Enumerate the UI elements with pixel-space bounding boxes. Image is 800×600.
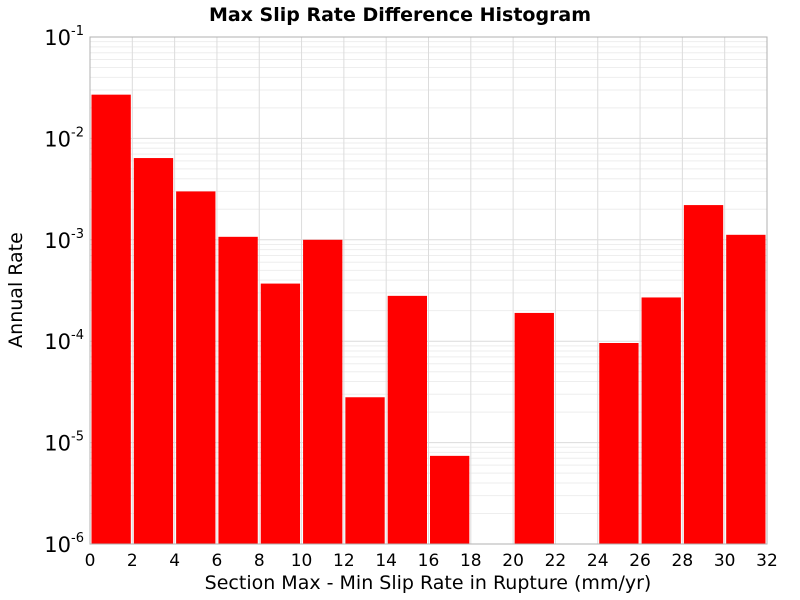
y-tick-label: 10-3 [44,227,84,253]
y-tick-label: 10-4 [44,328,84,354]
bar [133,158,174,544]
x-tick-label: 10 [291,551,313,571]
x-tick-label: 4 [169,551,180,571]
bar [91,94,131,544]
bar [430,455,470,544]
bar [683,205,724,544]
x-tick-label: 14 [375,551,397,571]
x-tick-label: 22 [545,551,567,571]
x-axis-ticks: 0 2 4 6 8 10 12 14 16 18 20 22 24 26 28 30 32 [85,551,778,571]
bar [726,234,766,544]
bar [260,283,301,544]
x-tick-label: 32 [756,551,778,571]
y-tick-label: 10-5 [44,430,84,456]
x-tick-label: 6 [212,551,223,571]
y-tick-label: 10-6 [44,531,84,557]
bar [176,191,216,544]
x-tick-label: 24 [587,551,609,571]
x-tick-label: 30 [714,551,736,571]
bar [345,397,385,544]
bar [303,239,343,545]
x-tick-label: 26 [629,551,651,571]
y-tick-label: 10-1 [44,24,84,50]
y-tick-label: 10-2 [44,125,84,151]
bars [91,94,766,545]
bar [387,295,427,544]
bar [514,312,554,544]
chart-title: Max Slip Rate Difference Histogram [209,4,591,26]
bar [218,236,258,544]
x-tick-label: 20 [502,551,524,571]
x-tick-label: 28 [672,551,694,571]
x-axis-label: Section Max - Min Slip Rate in Rupture (… [205,572,652,594]
x-tick-label: 8 [254,551,265,571]
bar [599,342,639,544]
y-axis-ticks: 10-6 10-5 10-4 10-3 10-2 10-1 [44,24,84,557]
x-tick-label: 2 [127,551,138,571]
x-tick-label: 18 [460,551,482,571]
x-tick-label: 16 [418,551,440,571]
bar [641,297,681,544]
x-tick-label: 0 [85,551,96,571]
x-tick-label: 12 [333,551,355,571]
y-axis-label: Annual Rate [5,232,27,348]
plot-frame [89,36,768,545]
